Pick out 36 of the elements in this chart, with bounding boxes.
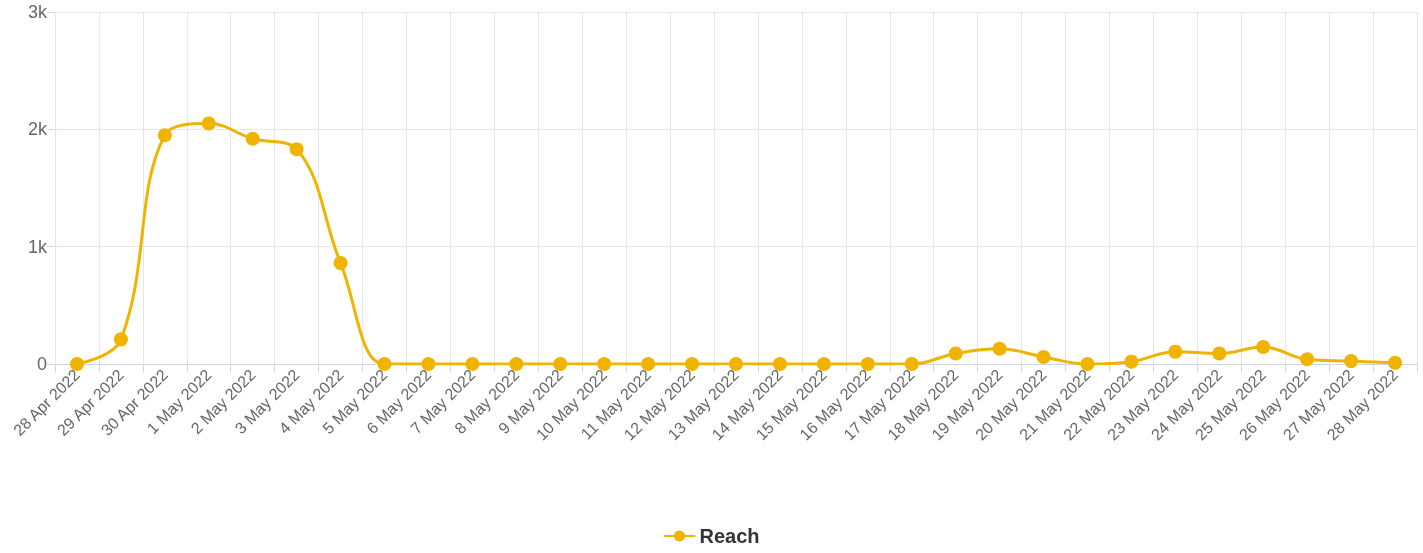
point	[245, 131, 260, 146]
y-tick-label: 0	[36, 354, 47, 374]
point	[1036, 349, 1051, 364]
y-tick-label: 3k	[27, 2, 48, 22]
y-tick-label: 2k	[27, 119, 48, 140]
point	[992, 341, 1007, 356]
point	[729, 357, 743, 371]
point	[1388, 355, 1403, 370]
point	[904, 357, 919, 371]
point	[113, 332, 128, 347]
y-tick-label: 1k	[27, 236, 48, 257]
point	[948, 346, 963, 361]
point	[201, 116, 216, 131]
point	[1124, 354, 1139, 369]
point	[860, 357, 875, 371]
point	[641, 357, 656, 371]
point	[289, 142, 304, 157]
point	[1300, 352, 1315, 367]
point	[772, 357, 787, 371]
point	[1168, 344, 1183, 359]
point	[157, 128, 172, 143]
point	[1256, 339, 1271, 354]
point	[1080, 357, 1095, 371]
point	[509, 357, 524, 371]
point	[685, 357, 700, 371]
point	[597, 357, 612, 371]
point	[553, 357, 568, 371]
point	[465, 357, 480, 371]
point	[333, 256, 348, 271]
point	[1212, 346, 1227, 361]
point	[1344, 354, 1359, 369]
point	[377, 357, 392, 371]
point	[421, 357, 436, 371]
point	[816, 357, 831, 371]
legend-label: Reach	[699, 525, 760, 547]
point	[69, 357, 84, 371]
